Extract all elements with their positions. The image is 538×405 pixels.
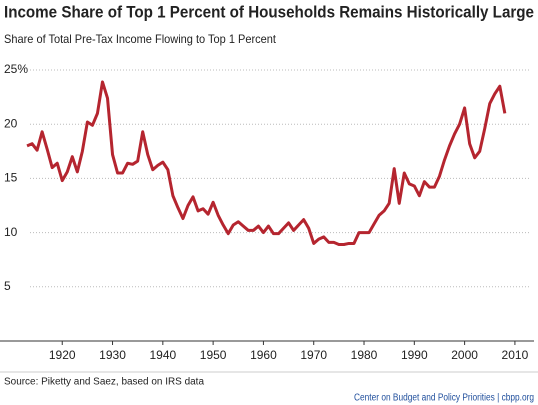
y-tick-label: 25% bbox=[4, 62, 28, 76]
data-line bbox=[26, 80, 507, 247]
credit: Center on Budget and Policy Priorities |… bbox=[354, 393, 534, 404]
y-tick-label: 10 bbox=[4, 225, 18, 239]
x-tick-label: 1920 bbox=[49, 348, 76, 362]
x-tick-label: 1980 bbox=[351, 348, 378, 362]
x-tick-label: 1940 bbox=[149, 348, 176, 362]
x-tick-label: 1970 bbox=[300, 348, 327, 362]
x-tick-label: 1990 bbox=[401, 348, 428, 362]
x-tick-label: 1960 bbox=[250, 348, 277, 362]
y-tick-label: 15 bbox=[4, 171, 18, 185]
x-tick-label: 2000 bbox=[451, 348, 478, 362]
chart-title: Income Share of Top 1 Percent of Househo… bbox=[4, 2, 534, 21]
x-tick-label: 2010 bbox=[502, 348, 529, 362]
y-tick-label: 20 bbox=[4, 116, 18, 130]
y-tick-label: 5 bbox=[4, 279, 11, 293]
chart-subtitle: Share of Total Pre-Tax Income Flowing to… bbox=[4, 32, 277, 46]
x-tick-label: 1930 bbox=[99, 348, 126, 362]
source-note: Source: Piketty and Saez, based on IRS d… bbox=[4, 377, 204, 388]
x-tick-label: 1950 bbox=[200, 348, 227, 362]
